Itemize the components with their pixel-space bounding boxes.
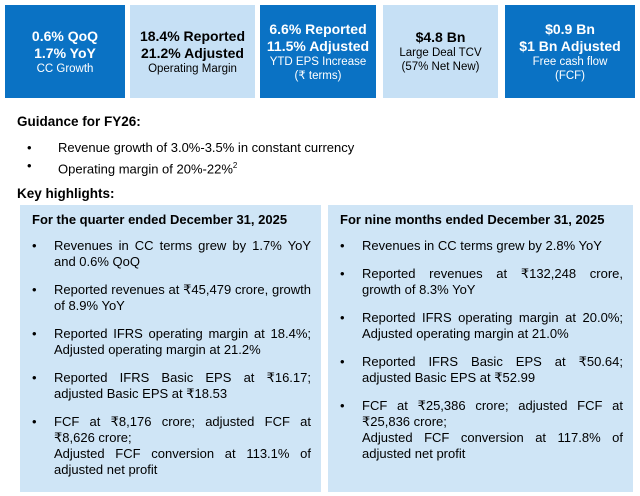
highlight-item: Reported revenues at ₹132,248 crore, gro…: [340, 266, 623, 298]
kpi-caption: YTD EPS Increase: [269, 55, 367, 68]
kpi-caption: Operating Margin: [148, 62, 237, 75]
highlight-text: Reported IFRS Basic EPS at ₹50.64; adjus…: [362, 354, 623, 385]
guidance-text: Operating margin of 20%-22%: [58, 161, 233, 177]
highlight-item: Reported revenues at ₹45,479 crore, grow…: [32, 282, 311, 314]
highlight-text: Reported IFRS operating margin at 20.0%;…: [362, 310, 623, 341]
guidance-title: Guidance for FY26:: [17, 114, 141, 129]
kpi-caption: (57% Net New): [401, 61, 480, 73]
highlight-panel: For the quarter ended December 31, 2025 R…: [20, 205, 321, 492]
highlight-item: FCF at ₹25,386 crore; adjusted FCF at ₹2…: [340, 398, 623, 462]
kpi-headline: $0.9 Bn: [545, 20, 595, 37]
panel-title: For the quarter ended December 31, 2025: [32, 212, 288, 227]
kpi-caption: Large Deal TCV: [399, 47, 482, 59]
guidance-list: Revenue growth of 3.0%-3.5% in constant …: [27, 139, 354, 178]
highlight-text: Revenues in CC terms grew by 1.7% YoY an…: [54, 238, 311, 269]
highlight-text: Reported IFRS Basic EPS at ₹16.17; adjus…: [54, 370, 311, 401]
highlight-text: Reported IFRS operating margin at 18.4%;…: [54, 326, 311, 357]
kpi-box: 6.6% Reported 11.5% Adjusted YTD EPS Incre…: [260, 5, 376, 98]
kpi-box: $4.8 Bn Large Deal TCV (57% Net New): [383, 5, 498, 98]
kpi-caption: CC Growth: [36, 62, 94, 75]
highlight-item: Reported IFRS Basic EPS at ₹50.64; adjus…: [340, 354, 623, 386]
kpi-box: $0.9 Bn $1 Bn Adjusted Free cash flow (FCF): [505, 5, 635, 98]
kpi-headline: 21.2% Adjusted: [141, 44, 244, 61]
kpi-headline: $4.8 Bn: [415, 29, 466, 45]
highlight-item: Revenues in CC terms grew by 2.8% YoY: [340, 238, 623, 254]
kpi-headline: 11.5% Adjusted: [266, 37, 370, 54]
panel-title: For nine months ended December 31, 2025: [340, 212, 605, 227]
kpi-caption: (₹ terms): [294, 69, 342, 82]
highlights-title: Key highlights:: [17, 186, 115, 201]
highlight-item: Reported IFRS operating margin at 20.0%;…: [340, 310, 623, 342]
kpi-headline: 6.6% Reported: [269, 20, 367, 37]
kpi-headline: 1.7% YoY: [34, 44, 96, 61]
highlight-panel: For nine months ended December 31, 2025 R…: [328, 205, 633, 492]
highlight-text: Adjusted FCF conversion at 113.1% of adj…: [54, 446, 311, 477]
kpi-caption: Free cash flow: [532, 55, 608, 68]
kpi-headline: $1 Bn Adjusted: [519, 37, 621, 54]
highlight-item: Revenues in CC terms grew by 1.7% YoY an…: [32, 238, 311, 270]
guidance-item: Operating margin of 20%-22%2: [27, 157, 354, 178]
highlight-text: Revenues in CC terms grew by 2.8% YoY: [362, 238, 602, 253]
highlight-text: FCF at ₹8,176 crore; adjusted FCF at ₹8,…: [54, 414, 311, 445]
highlight-item: Reported IFRS operating margin at 18.4%;…: [32, 326, 311, 358]
highlight-text: Adjusted FCF conversion at 117.8% of adj…: [362, 430, 623, 461]
kpi-headline: 18.4% Reported: [139, 27, 246, 44]
highlight-item: FCF at ₹8,176 crore; adjusted FCF at ₹8,…: [32, 414, 311, 478]
guidance-item: Revenue growth of 3.0%-3.5% in constant …: [27, 139, 354, 157]
highlight-text: Reported revenues at ₹132,248 crore, gro…: [362, 266, 623, 297]
highlight-text: Reported revenues at ₹45,479 crore, grow…: [54, 282, 311, 313]
kpi-caption: (FCF): [554, 69, 585, 82]
footnote-ref: 2: [232, 161, 238, 170]
highlight-text: FCF at ₹25,386 crore; adjusted FCF at ₹2…: [362, 398, 623, 429]
guidance-text: Revenue growth of 3.0%-3.5% in constant …: [58, 140, 355, 155]
kpi-headline: 0.6% QoQ: [31, 27, 99, 44]
kpi-box: 0.6% QoQ 1.7% YoY CC Growth: [5, 5, 125, 98]
kpi-box: 18.4% Reported 21.2% Adjusted Operating Ma…: [130, 5, 255, 98]
highlight-item: Reported IFRS Basic EPS at ₹16.17; adjus…: [32, 370, 311, 402]
